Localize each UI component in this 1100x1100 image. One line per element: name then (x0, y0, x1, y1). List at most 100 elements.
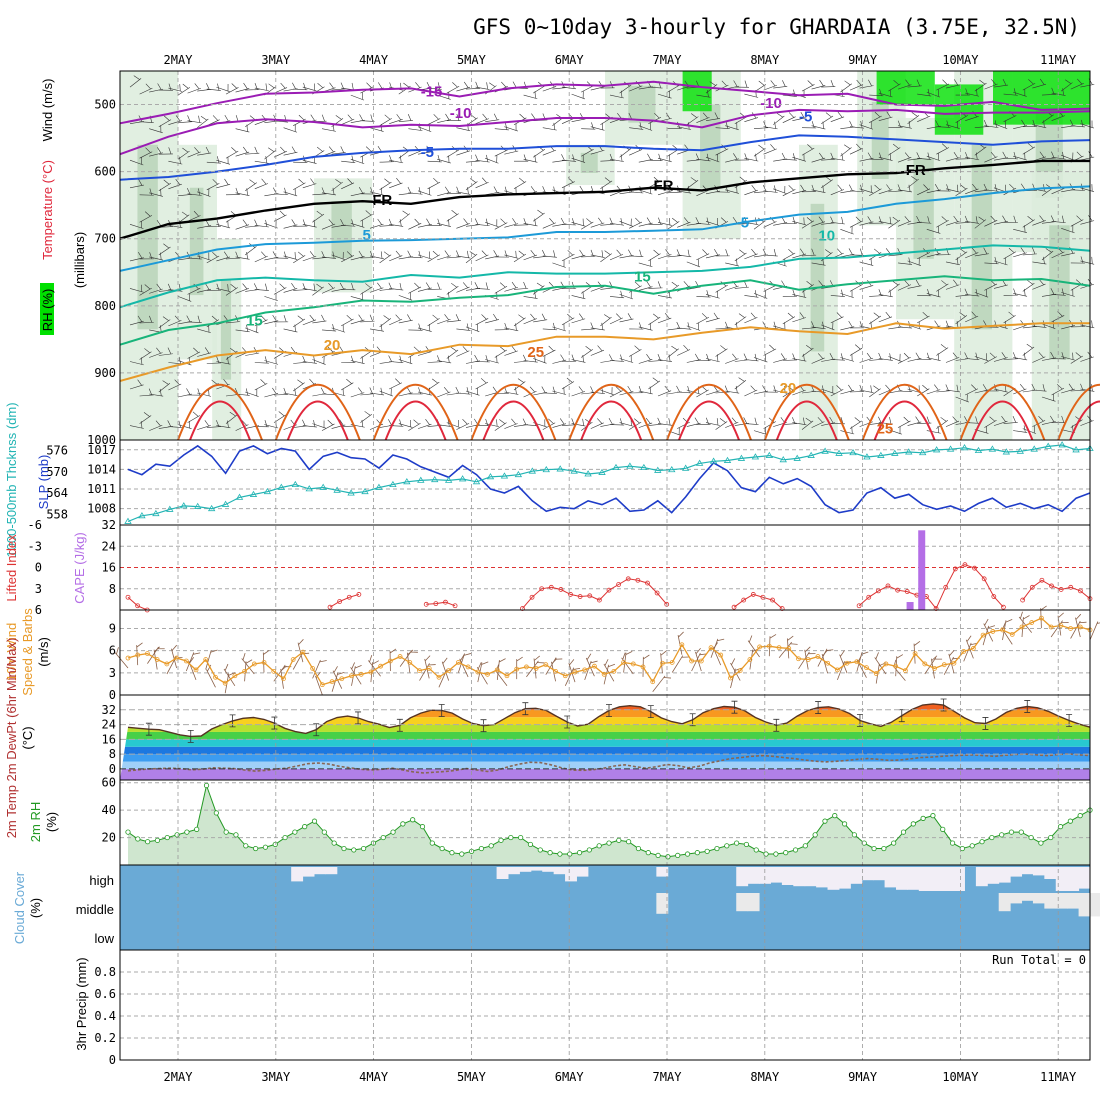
lifted-index-point (904, 589, 910, 594)
wind-barb (417, 124, 432, 133)
wind-barb (917, 384, 930, 397)
wind-barb (638, 322, 653, 331)
cape-tick-2: 24 (102, 539, 116, 553)
wind-barb (561, 154, 577, 162)
wind-barb (984, 416, 997, 428)
wind-speed-point (592, 663, 597, 669)
wind-barb (446, 82, 460, 94)
wind-barb (465, 282, 481, 291)
isotherm-5 (119, 244, 1091, 309)
minmax-bar (187, 729, 194, 743)
thickness-point (180, 502, 188, 509)
wind-barb (677, 249, 692, 258)
wind-speed-point (669, 660, 675, 665)
wind-barb (513, 354, 529, 363)
wind-speed-point (339, 676, 345, 682)
wind-barb-10m (564, 667, 581, 686)
wind-barb (129, 315, 144, 326)
wind-barb (1070, 78, 1084, 90)
date-bottom-9MAY: 9MAY (848, 1070, 878, 1084)
wind-barb (446, 386, 461, 396)
wind-label-1: Speed & Barbs (20, 608, 35, 696)
rh2m-point (194, 826, 200, 832)
wind-barb (773, 80, 788, 89)
wind-barb (734, 313, 747, 326)
wind-barb (801, 321, 817, 330)
wind-barb (830, 111, 845, 122)
wind-barb (782, 153, 797, 161)
wind-barb (1041, 393, 1056, 402)
wind-barb (696, 290, 711, 298)
wind-barb (744, 417, 759, 425)
wind-barb (897, 352, 911, 364)
thickness-point (235, 493, 244, 500)
rh-core-10 (971, 144, 993, 330)
wind-barb-10m (642, 654, 650, 677)
wind-speed-point (1039, 615, 1044, 621)
wind-barb (753, 354, 768, 363)
wind-barb (485, 250, 500, 260)
wind-barb (149, 188, 163, 197)
cloud-high-gap (1055, 867, 1068, 891)
lifted-index-point (577, 594, 583, 599)
lifted-index-point (433, 601, 439, 607)
rh2m-point (282, 834, 288, 841)
wind-barb (494, 145, 508, 157)
cloud-high-gap (896, 867, 908, 890)
wind-barb (350, 292, 365, 301)
wind-barb (581, 122, 596, 130)
wind-barb (811, 121, 826, 130)
wind-barb (302, 356, 317, 364)
wind-barb (705, 112, 721, 121)
minmax-bar (815, 701, 822, 714)
rh-core-8 (871, 101, 889, 180)
rh2m-point (881, 845, 887, 852)
minmax-bar (1024, 700, 1031, 713)
wind-barb (465, 154, 481, 163)
wind-barb (245, 146, 260, 155)
wind-barb (139, 412, 152, 424)
thickness-point (863, 453, 871, 460)
wind-barb (725, 353, 739, 364)
wind-barb (965, 247, 979, 259)
wind-barb (1032, 279, 1046, 290)
wind-barb (936, 143, 950, 155)
wind-barb (129, 221, 144, 229)
temp-band-3 (120, 746, 1090, 755)
wind-speed-point (660, 660, 665, 666)
rh2m-point (635, 845, 642, 852)
thickness-point (821, 447, 829, 454)
wind-barb (648, 153, 663, 161)
wind-barb (187, 83, 201, 94)
wind-speed-point (319, 682, 325, 688)
cloud-high-gap (987, 867, 1000, 884)
wind-speed-point (951, 660, 957, 666)
wind-speed-point (193, 667, 199, 673)
cloud-high-gap (496, 867, 509, 879)
lifted-index-line-0 (127, 596, 148, 611)
wind-barb (888, 280, 900, 293)
wind-barb (840, 144, 852, 157)
wind-barb (417, 418, 432, 429)
wind-barb (830, 289, 845, 297)
wind-barb (273, 210, 287, 222)
wind-barb (696, 313, 710, 325)
wind-barb (1051, 352, 1066, 360)
wind-speed-point (1019, 624, 1025, 630)
wind-barb (965, 288, 980, 297)
wind-barb (158, 243, 171, 256)
cloud-high-gap (1067, 867, 1080, 891)
rh2m-point (871, 845, 877, 852)
wind-barb (993, 215, 1008, 225)
heat-lobe-temp_dark_orange (372, 383, 459, 441)
wind-barb (859, 185, 874, 194)
wind-barb (859, 152, 874, 162)
wind-barb (648, 281, 663, 289)
wind-barb (379, 218, 394, 227)
wind-barb (753, 427, 768, 435)
wind-barb (1032, 415, 1046, 427)
wind-barb (216, 284, 231, 292)
wind-barb (408, 282, 422, 294)
rh2m-point (910, 821, 916, 827)
heat-lobe-temp_red (678, 400, 740, 441)
